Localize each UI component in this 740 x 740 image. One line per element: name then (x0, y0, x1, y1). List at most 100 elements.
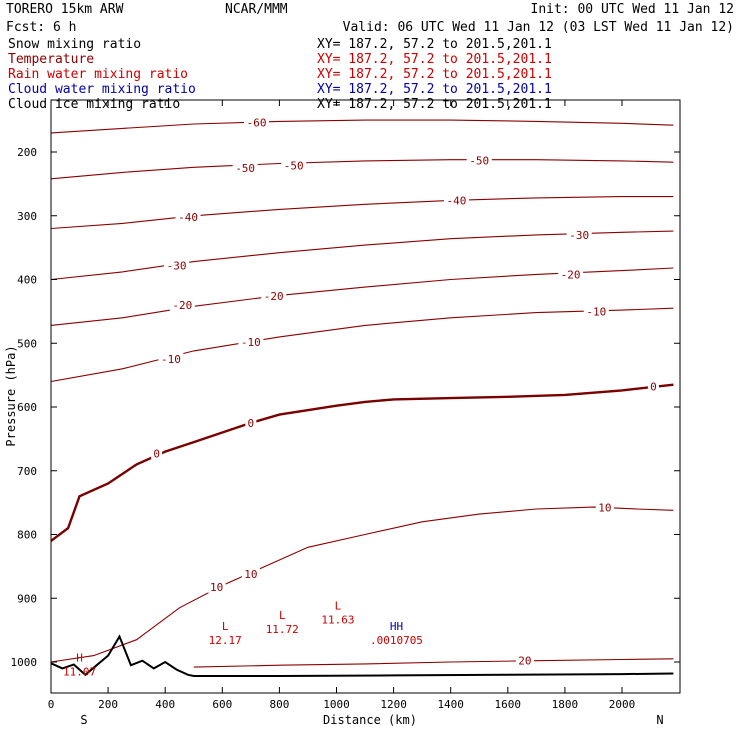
isotherm-label: -30 (569, 229, 589, 242)
isotherm-label: -30 (167, 259, 187, 272)
x-tick-label: 400 (155, 698, 175, 711)
isotherm--60-line (50, 119, 674, 134)
isotherm-label: 0 (248, 417, 255, 430)
y-tick-label: 500 (17, 337, 37, 350)
legend-label-rain: Rain water mixing ratio (8, 67, 188, 82)
x-tick-label: 1400 (437, 698, 464, 711)
init-time: Init: 00 UTC Wed 11 Jan 12 (531, 2, 735, 17)
model-title: TORERO 15km ARW (6, 2, 124, 17)
isotherm--10-line (50, 307, 674, 383)
isotherm-label: -50 (469, 154, 489, 167)
isotherm-label-bg (595, 501, 614, 514)
isotherm-label-bg (175, 211, 201, 224)
x-tick-label: 1000 (323, 698, 350, 711)
isotherm-label: -10 (586, 305, 606, 318)
isotherm-label-bg (515, 654, 534, 667)
isotherm--50-line (50, 159, 674, 180)
plot-frame (50, 99, 681, 694)
isotherm-label: -20 (172, 299, 192, 312)
isotherm-0-line (50, 383, 674, 542)
legend-label-cloud-ice: Cloud ice mixing ratio (8, 97, 180, 112)
axis-layer: 0 200 400 600 800 1000 1200 1400 1600 1800 2000200… (11, 100, 680, 711)
center-value: 11.63 (321, 613, 354, 626)
isotherm-label-bg (443, 194, 469, 207)
isotherm-layer (50, 119, 674, 668)
isotherm-label-bg (281, 159, 307, 172)
isotherm-label: -40 (178, 211, 198, 224)
center-value: 11.07 (63, 666, 96, 679)
valid-time: Valid: 06 UTC Wed 11 Jan 12 (03 LST Wed … (343, 20, 734, 35)
isotherm-label-bg (244, 116, 270, 129)
isotherm-label: -40 (446, 194, 466, 207)
isotherm-label-bg (207, 580, 226, 593)
isotherm-label-bg (151, 447, 163, 460)
x-tick-label: 0 (48, 698, 55, 711)
legend-xy-cloud-water: XY= 187.2, 57.2 to 201.5,201.1 (317, 82, 552, 97)
isotherm-label: 0 (650, 381, 657, 394)
isotherm--30-line (50, 230, 674, 281)
y-tick-label: 400 (17, 274, 37, 287)
isotherm-label-bg (158, 353, 184, 366)
y-tick-label: 300 (17, 210, 37, 223)
isotherm-label: -10 (241, 336, 261, 349)
isotherm-label-bg (241, 568, 260, 581)
legend-xy-rain: XY= 187.2, 57.2 to 201.5,201.1 (317, 67, 552, 82)
y-tick-label: 700 (17, 465, 37, 478)
forecast-hour: Fcst: 6 h (6, 20, 76, 35)
terrain-line (50, 634, 674, 677)
isotherm-label: 10 (210, 581, 223, 594)
legend-label-temperature: Temperature (8, 52, 94, 67)
legend-label-cloud-water: Cloud water mixing ratio (8, 82, 196, 97)
isotherm-label-bg (232, 161, 258, 174)
isotherm-label-bg (466, 154, 492, 167)
isotherm-label-bg (164, 259, 190, 272)
isotherm-label: 0 (153, 448, 160, 461)
x-tick-label: 1200 (380, 698, 407, 711)
center-symbol: HH (390, 620, 403, 633)
isotherm-label: 20 (518, 655, 531, 668)
center-value: 11.72 (266, 623, 299, 636)
isotherm-label: -10 (161, 353, 181, 366)
isotherm-label-bg (238, 335, 264, 348)
isotherm-label: -50 (235, 162, 255, 175)
isotherm-label-bg (566, 228, 592, 241)
isotherm-label: -50 (284, 159, 304, 172)
isotherm-label: -20 (561, 268, 581, 281)
y-tick-label: 200 (17, 146, 37, 159)
center-symbol: L (279, 609, 286, 622)
x-axis-label: Distance (km) (323, 713, 417, 727)
center-symbol: L (335, 599, 342, 612)
isotherm--40-line (50, 196, 674, 230)
isotherm-label: 10 (598, 502, 611, 515)
x-tick-label: 200 (98, 698, 118, 711)
center-value: 12.17 (209, 634, 242, 647)
north-end-label: N (656, 713, 663, 727)
y-axis-label: Pressure (hPa) (4, 345, 18, 446)
isotherm-10-line (50, 506, 674, 663)
x-tick-label: 600 (212, 698, 232, 711)
isotherm-label: -60 (247, 117, 267, 130)
y-tick-label: 600 (17, 401, 37, 414)
center-symbol: H (76, 652, 83, 665)
y-tick-label: 1000 (11, 656, 38, 669)
center-value: .0010705 (370, 634, 423, 647)
y-tick-label: 800 (17, 529, 37, 542)
legend-xy-snow: XY= 187.2, 57.2 to 201.5,201.1 (317, 37, 552, 52)
isotherm-label-layer: -60 -50 -50 -50 -40 -40 -30 -30 -20 -20 -20 -10 -10 -… (151, 116, 659, 668)
legend-label-snow: Snow mixing ratio (8, 37, 141, 52)
legend-xy-cloud-ice: XY= 187.2, 57.2 to 201.5,201.1 (317, 97, 552, 112)
center-symbol: L (222, 620, 229, 633)
isotherm-label: -20 (264, 290, 284, 303)
isotherm--20-line (50, 267, 674, 326)
isotherm-label-bg (647, 380, 659, 393)
x-tick-label: 1800 (552, 698, 579, 711)
x-tick-label: 2000 (609, 698, 636, 711)
isotherm-20-line (193, 658, 674, 668)
y-tick-label: 900 (17, 592, 37, 605)
isotherm-label-bg (261, 290, 287, 303)
isotherm-label-bg (558, 268, 584, 281)
terrain-layer (50, 634, 674, 677)
isotherm-label-bg (245, 416, 257, 429)
